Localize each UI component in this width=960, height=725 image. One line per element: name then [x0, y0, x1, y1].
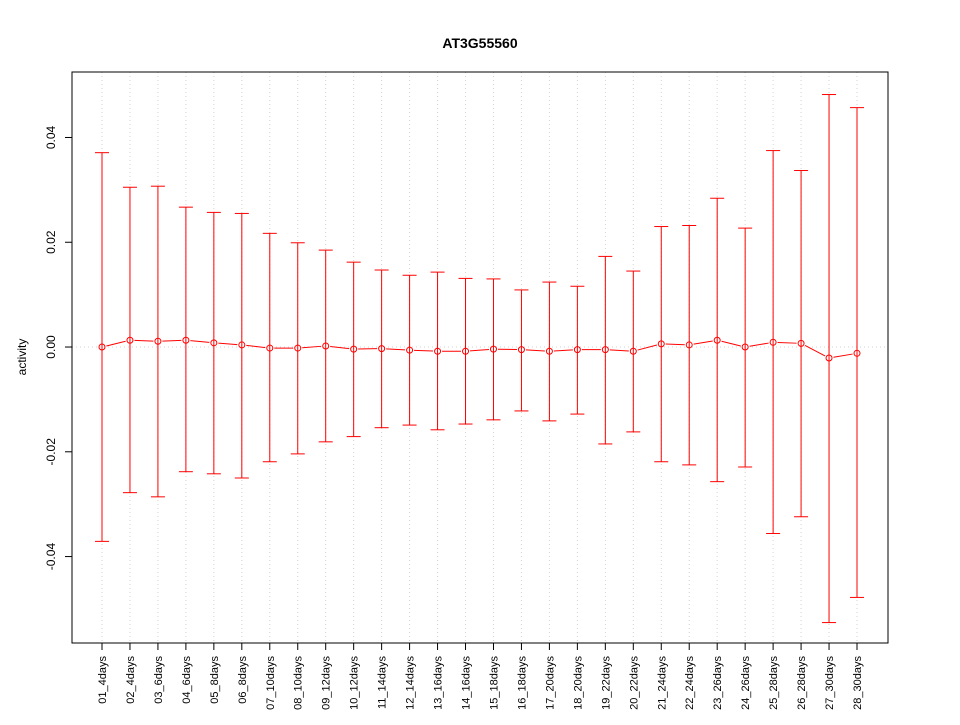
series-line-segment — [414, 350, 433, 351]
x-tick-label: 18_20days — [572, 656, 584, 710]
series-line-segment — [218, 343, 237, 344]
series-line-segment — [554, 350, 573, 351]
x-tick-label: 27_30days — [824, 656, 836, 710]
x-tick-label: 07_10days — [265, 656, 277, 710]
series-line-segment — [610, 350, 629, 351]
x-tick-label: 21_24days — [656, 656, 668, 710]
plot-frame — [72, 72, 888, 643]
y-tick-label: -0.04 — [44, 543, 58, 571]
x-tick-label: 20_22days — [628, 656, 640, 710]
series-line-segment — [526, 350, 545, 351]
series-line-segment — [750, 343, 769, 346]
series-line-segment — [386, 349, 405, 350]
series-line-segment — [638, 345, 657, 350]
x-tick-label: 06_8days — [237, 656, 249, 704]
y-tick-label: -0.02 — [44, 438, 58, 466]
x-tick-label: 08_10days — [293, 656, 305, 710]
x-tick-label: 15_18days — [488, 656, 500, 710]
series-line-segment — [805, 345, 825, 355]
series-line-segment — [666, 344, 685, 345]
series-line-segment — [833, 354, 852, 357]
x-tick-label: 09_12days — [321, 656, 333, 710]
series-line-segment — [190, 341, 209, 343]
series-line-segment — [330, 346, 349, 348]
x-tick-label: 02_4days — [125, 656, 137, 704]
series-line-segment — [302, 346, 321, 347]
x-tick-label: 05_8days — [209, 656, 221, 704]
x-tick-label: 03_6days — [153, 656, 165, 704]
y-tick-label: 0.04 — [44, 125, 58, 149]
series-line-segment — [778, 342, 797, 343]
x-tick-label: 23_26days — [712, 656, 724, 710]
x-tick-label: 17_20days — [544, 656, 556, 710]
series-line-segment — [106, 341, 125, 346]
x-tick-label: 26_28days — [796, 656, 808, 710]
x-tick-label: 13_16days — [433, 656, 445, 710]
y-axis: -0.04 -0.02 0.00 0.02 0.04 — [44, 125, 72, 570]
series-line-segment — [134, 340, 153, 341]
y-tick-label: 0.02 — [44, 230, 58, 254]
series-line-segment — [162, 340, 181, 341]
y-axis-label: activity — [15, 339, 29, 376]
series-line-segment — [246, 345, 265, 347]
chart-title: AT3G55560 — [442, 35, 517, 51]
x-tick-label: 01_4days — [97, 656, 109, 704]
x-tick-label: 14_16days — [461, 656, 473, 710]
series-line-segment — [722, 341, 741, 346]
x-tick-label: 12_14days — [405, 656, 417, 710]
x-tick-label: 16_18days — [516, 656, 528, 710]
x-tick-label: 10_12days — [349, 656, 361, 710]
series-line-segment — [470, 349, 489, 350]
x-tick-label: 28_30days — [852, 656, 864, 710]
x-tick-label: 19_22days — [600, 656, 612, 710]
x-tick-label: 24_26days — [740, 656, 752, 710]
grid — [72, 72, 888, 643]
x-tick-label: 04_6days — [181, 656, 193, 704]
x-axis: 01_4days 02_4days 03_6days 04_6days 05_8days… — [97, 643, 864, 710]
series-line-segment — [694, 341, 713, 344]
x-tick-label: 22_24days — [684, 656, 696, 710]
x-tick-label: 11_14days — [377, 656, 389, 710]
y-tick-label: 0.00 — [44, 335, 58, 359]
data-marks — [95, 95, 864, 623]
x-tick-label: 25_28days — [768, 656, 780, 710]
